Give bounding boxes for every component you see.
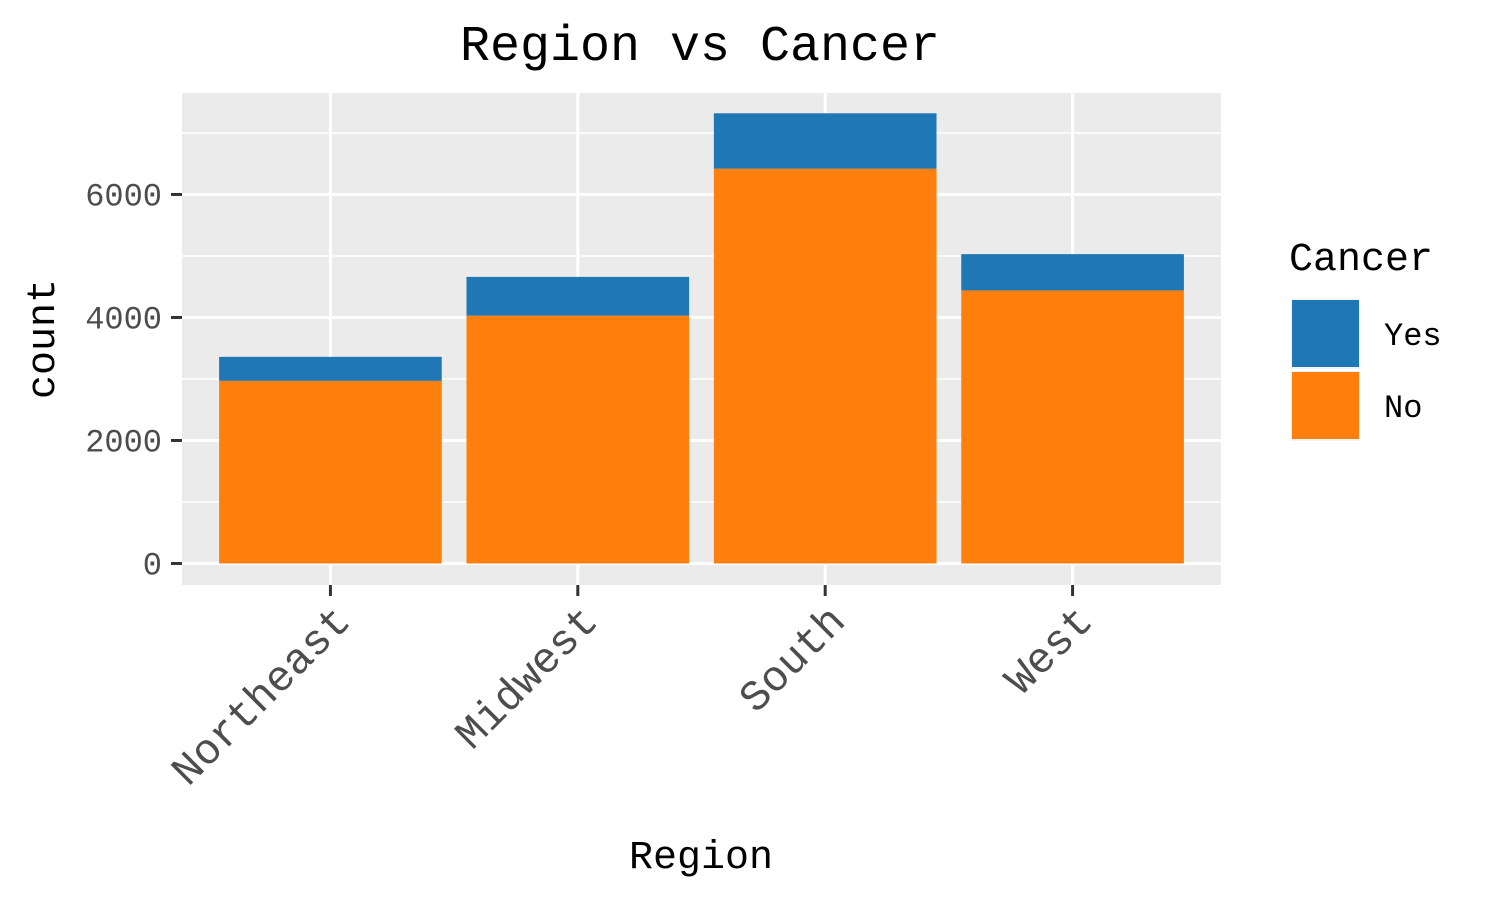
bar-yes-south: South — Yes: 900 (713, 113, 937, 169)
legend-swatch-no (1292, 372, 1359, 439)
legend-items: Yes No (1291, 299, 1442, 441)
chart-title: Region vs Cancer (460, 19, 940, 76)
bar-no-northeast: Northeast — No: 2970 (219, 380, 442, 564)
x-axis: Northeast Midwest South West (163, 585, 1104, 796)
bar-no-south: South — No: 6420 (713, 168, 937, 564)
x-tick-label-northeast: Northeast (163, 598, 362, 797)
legend: Cancer Yes No (1289, 238, 1442, 441)
y-tick-label-1: 2000 (85, 424, 162, 461)
x-axis-title: Region (629, 836, 773, 881)
x-tick-label-midwest: Midwest (447, 598, 609, 760)
y-tick-label-3: 6000 (85, 178, 162, 215)
bar-no-midwest: Midwest — No: 4030 (466, 315, 690, 564)
y-axis-title: count (22, 279, 67, 399)
y-tick-label-0: 0 (143, 547, 162, 584)
legend-label-no: No (1384, 390, 1422, 427)
y-axis: 0 2000 4000 6000 (85, 178, 182, 584)
x-tick-label-west: West (996, 598, 1104, 706)
bar-yes-midwest: Midwest — Yes: 630 (466, 276, 690, 316)
legend-label-yes: Yes (1384, 318, 1442, 355)
bar-yes-northeast: Northeast — Yes: 390 (219, 356, 442, 381)
bars: Northeast — No: 2970Midwest — No: 4030So… (219, 113, 1184, 564)
x-tick-label-south: South (730, 598, 856, 724)
bar-yes-west: West — Yes: 590 (961, 254, 1184, 291)
legend-title: Cancer (1289, 238, 1433, 283)
y-tick-label-2: 4000 (85, 301, 162, 338)
legend-swatch-yes (1292, 300, 1359, 367)
bar-no-west: West — No: 4440 (961, 290, 1184, 564)
